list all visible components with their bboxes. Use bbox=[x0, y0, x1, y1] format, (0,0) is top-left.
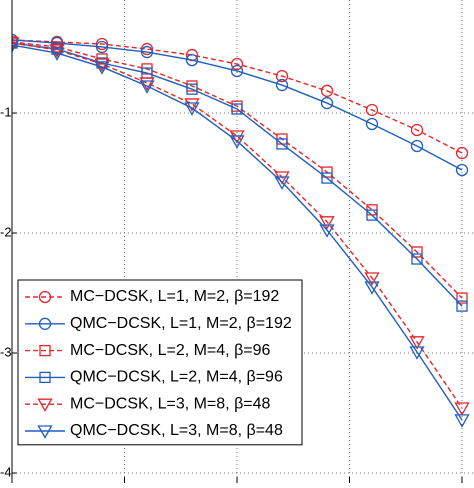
y-tick-label: -2 bbox=[0, 224, 12, 239]
marker bbox=[321, 172, 333, 184]
series-line bbox=[12, 42, 463, 409]
marker bbox=[454, 402, 470, 416]
y-tick-label: -1 bbox=[0, 104, 12, 119]
marker bbox=[456, 292, 468, 304]
legend-label: MC−DCSK, L=3, M=8, β=48 bbox=[70, 395, 271, 412]
marker bbox=[37, 398, 53, 413]
marker bbox=[274, 176, 290, 190]
marker bbox=[410, 139, 424, 153]
marker bbox=[95, 40, 109, 54]
marker bbox=[139, 77, 155, 91]
marker bbox=[274, 171, 290, 185]
marker bbox=[409, 336, 425, 350]
marker bbox=[364, 281, 380, 295]
marker bbox=[139, 80, 155, 94]
marker bbox=[140, 42, 154, 56]
marker bbox=[411, 253, 423, 265]
marker bbox=[321, 166, 333, 178]
marker bbox=[411, 246, 423, 258]
marker bbox=[230, 57, 244, 71]
marker bbox=[410, 123, 424, 137]
marker bbox=[320, 84, 334, 97]
marker bbox=[275, 69, 289, 83]
marker bbox=[94, 58, 110, 72]
marker bbox=[94, 61, 110, 75]
marker bbox=[96, 57, 108, 69]
marker bbox=[231, 103, 243, 115]
marker bbox=[275, 78, 289, 92]
marker bbox=[38, 290, 52, 304]
marker bbox=[455, 146, 469, 160]
marker bbox=[320, 96, 334, 110]
series-line bbox=[12, 39, 463, 154]
plot-area bbox=[12, 33, 470, 428]
marker bbox=[140, 45, 154, 59]
marker bbox=[454, 414, 470, 428]
marker bbox=[184, 98, 200, 112]
series-line bbox=[12, 41, 463, 299]
legend-label: QMC−DCSK, L=1, M=2, β=192 bbox=[70, 315, 292, 332]
marker bbox=[39, 344, 51, 357]
y-tick-label: -4 bbox=[0, 464, 12, 479]
marker bbox=[365, 117, 379, 131]
series-line bbox=[12, 44, 463, 421]
marker bbox=[276, 138, 288, 150]
y-tick-label: -3 bbox=[0, 344, 12, 359]
legend: MC−DCSK, L=1, M=2, β=192 QMC−DCSK, L=1, M… bbox=[17, 279, 303, 446]
marker bbox=[319, 216, 335, 230]
series-line bbox=[12, 39, 463, 171]
legend-label: MC−DCSK, L=1, M=2, β=192 bbox=[70, 288, 279, 305]
marker bbox=[49, 44, 65, 58]
marker bbox=[455, 163, 469, 177]
series-line bbox=[12, 42, 463, 307]
marker bbox=[49, 47, 65, 61]
marker bbox=[12, 37, 20, 51]
marker bbox=[184, 102, 200, 116]
marker bbox=[365, 103, 379, 117]
marker bbox=[230, 64, 244, 78]
marker bbox=[95, 37, 109, 51]
marker bbox=[366, 209, 378, 221]
marker bbox=[39, 371, 51, 384]
marker bbox=[229, 130, 245, 144]
legend-label: MC−DCSK, L=2, M=4, β=96 bbox=[70, 342, 271, 359]
marker bbox=[38, 317, 52, 330]
marker bbox=[229, 135, 245, 149]
marker bbox=[364, 272, 380, 286]
marker bbox=[409, 346, 425, 360]
grid bbox=[12, 0, 474, 483]
marker bbox=[37, 425, 53, 439]
marker bbox=[186, 83, 198, 95]
legend-label: QMC−DCSK, L=2, M=4, β=96 bbox=[70, 369, 283, 386]
marker bbox=[319, 224, 335, 238]
marker bbox=[12, 39, 20, 53]
legend-box bbox=[17, 279, 303, 446]
marker bbox=[185, 53, 199, 67]
marker bbox=[456, 300, 468, 312]
y-ticks: -1 -2 -3 -4 bbox=[0, 104, 463, 483]
legend-label: QMC−DCSK, L=3, M=8, β=48 bbox=[70, 422, 283, 439]
